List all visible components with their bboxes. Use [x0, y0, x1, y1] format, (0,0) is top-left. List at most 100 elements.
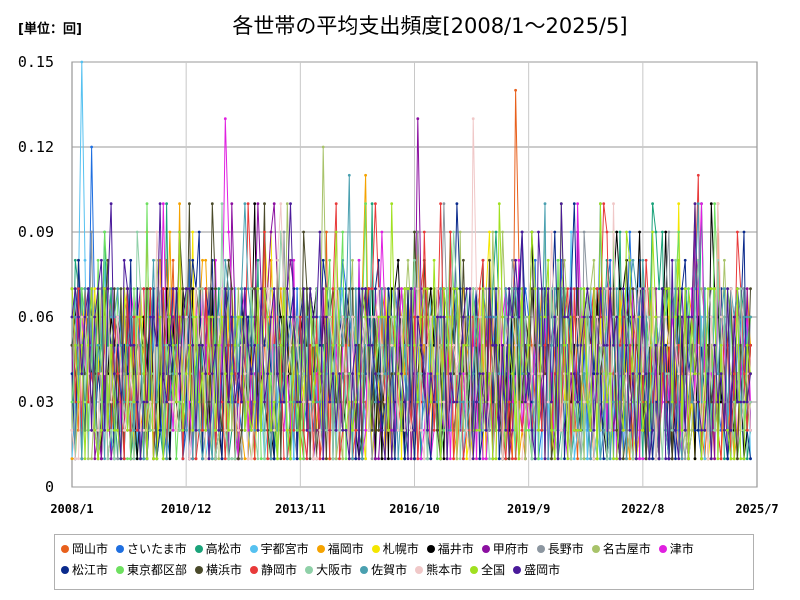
data-point [589, 457, 592, 461]
data-point [204, 428, 208, 432]
data-point [716, 202, 720, 206]
data-point [586, 400, 589, 404]
data-point [432, 428, 436, 432]
data-point [582, 428, 586, 432]
data-point [168, 230, 172, 234]
data-point [161, 372, 165, 376]
data-point [347, 287, 351, 291]
data-point [449, 372, 452, 376]
data-point [263, 202, 266, 206]
data-point [73, 287, 77, 291]
legend-label: 岡山市 [72, 542, 109, 556]
data-point [73, 343, 77, 347]
data-point [253, 343, 257, 347]
data-point [439, 343, 442, 347]
data-point [351, 428, 354, 432]
data-point [435, 372, 439, 376]
data-point [272, 428, 276, 432]
data-point [396, 428, 400, 432]
data-point [550, 343, 553, 347]
data-point [507, 343, 511, 347]
data-point [559, 457, 563, 461]
data-point [161, 287, 165, 291]
data-point [207, 457, 211, 461]
legend-item: 大阪市 [305, 560, 352, 581]
legend-item: 佐賀市 [360, 560, 407, 581]
data-point [302, 230, 305, 234]
data-point [289, 202, 292, 206]
data-point [396, 372, 400, 376]
data-point [634, 315, 638, 319]
data-point [488, 258, 491, 262]
data-point [664, 343, 668, 347]
data-point [586, 457, 589, 461]
data-point [432, 400, 436, 404]
data-point [618, 230, 622, 234]
data-point [344, 343, 348, 347]
data-point [537, 372, 540, 376]
data-point [334, 287, 338, 291]
data-point [403, 343, 407, 347]
data-point [70, 400, 74, 404]
data-point [328, 258, 332, 262]
legend-label: 盛岡市 [524, 563, 561, 577]
data-point [295, 343, 299, 347]
data-point [318, 428, 322, 432]
data-point [364, 173, 367, 177]
data-point [599, 287, 602, 291]
data-point [223, 428, 227, 432]
data-point [142, 400, 146, 404]
data-point [749, 457, 752, 461]
data-point [103, 457, 106, 461]
data-point [693, 400, 697, 404]
data-point [736, 400, 739, 404]
legend-marker-icon [470, 566, 479, 574]
data-point [351, 372, 354, 376]
data-point [736, 457, 739, 461]
data-point [634, 372, 638, 376]
data-point [556, 258, 560, 262]
data-point [142, 372, 146, 376]
legend-label: 長野市 [547, 542, 584, 556]
data-point [484, 315, 488, 319]
data-point [403, 372, 407, 376]
data-point [514, 457, 517, 461]
data-point [122, 258, 126, 262]
data-point [566, 372, 570, 376]
data-point [605, 400, 609, 404]
data-point [321, 258, 325, 262]
legend-item: 横浜市 [195, 560, 242, 581]
data-point [325, 230, 328, 234]
data-point [400, 428, 403, 432]
data-point [413, 258, 416, 262]
data-point [491, 457, 495, 461]
data-point [334, 230, 338, 234]
data-point [109, 315, 113, 319]
data-point [537, 428, 540, 432]
data-point [400, 457, 403, 461]
data-point [276, 457, 279, 461]
data-point [109, 428, 113, 432]
data-point [475, 315, 478, 319]
data-point [700, 428, 703, 432]
data-point [664, 457, 668, 461]
data-point [680, 428, 684, 432]
data-point [481, 457, 485, 461]
data-point [439, 202, 442, 206]
data-point [449, 230, 452, 234]
data-point [285, 428, 289, 432]
data-point [716, 457, 720, 461]
data-point [475, 287, 478, 291]
legend-label: 松江市 [72, 563, 109, 577]
data-point [181, 457, 185, 461]
legend-label: 甲府市 [492, 542, 529, 556]
data-point [393, 343, 397, 347]
data-point [530, 457, 534, 461]
legend-label: 宇都宮市 [260, 542, 309, 556]
data-point [514, 258, 517, 262]
data-point [634, 287, 638, 291]
data-point [220, 428, 224, 432]
data-point [383, 315, 387, 319]
data-point [582, 372, 586, 376]
data-point [377, 400, 380, 404]
